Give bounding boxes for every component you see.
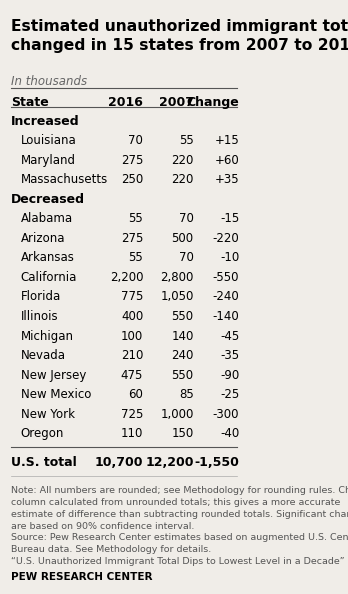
Text: Note: All numbers are rounded; see Methodology for rounding rules. Change
column: Note: All numbers are rounded; see Metho…: [11, 486, 348, 566]
Text: -220: -220: [213, 232, 239, 245]
Text: 210: 210: [121, 349, 143, 362]
Text: 250: 250: [121, 173, 143, 187]
Text: In thousands: In thousands: [11, 75, 87, 89]
Text: 2016: 2016: [108, 96, 143, 109]
Text: -1,550: -1,550: [195, 456, 239, 469]
Text: 240: 240: [171, 349, 194, 362]
Text: 275: 275: [121, 154, 143, 167]
Text: 10,700: 10,700: [95, 456, 143, 469]
Text: PEW RESEARCH CENTER: PEW RESEARCH CENTER: [11, 572, 152, 582]
Text: New Mexico: New Mexico: [21, 388, 91, 401]
Text: 55: 55: [128, 251, 143, 264]
Text: Michigan: Michigan: [21, 330, 74, 343]
Text: Estimated unauthorized immigrant totals
changed in 15 states from 2007 to 2016: Estimated unauthorized immigrant totals …: [11, 19, 348, 53]
Text: 2007: 2007: [159, 96, 194, 109]
Text: 550: 550: [172, 368, 194, 381]
Text: -240: -240: [213, 290, 239, 304]
Text: U.S. total: U.S. total: [11, 456, 77, 469]
Text: Arizona: Arizona: [21, 232, 65, 245]
Text: -300: -300: [213, 407, 239, 421]
Text: 70: 70: [179, 251, 194, 264]
Text: California: California: [21, 271, 77, 284]
Text: +60: +60: [215, 154, 239, 167]
Text: 220: 220: [171, 154, 194, 167]
Text: 140: 140: [171, 330, 194, 343]
Text: 2,200: 2,200: [110, 271, 143, 284]
Text: Increased: Increased: [11, 115, 80, 128]
Text: Louisiana: Louisiana: [21, 134, 76, 147]
Text: -550: -550: [213, 271, 239, 284]
Text: 150: 150: [172, 427, 194, 440]
Text: 475: 475: [121, 368, 143, 381]
Text: 220: 220: [171, 173, 194, 187]
Text: 1,050: 1,050: [160, 290, 194, 304]
Text: New York: New York: [21, 407, 74, 421]
Text: +35: +35: [215, 173, 239, 187]
Text: Massachusetts: Massachusetts: [21, 173, 108, 187]
Text: 12,200: 12,200: [145, 456, 194, 469]
Text: 400: 400: [121, 310, 143, 323]
Text: -15: -15: [220, 213, 239, 226]
Text: -90: -90: [220, 368, 239, 381]
Text: 550: 550: [172, 310, 194, 323]
Text: 55: 55: [128, 213, 143, 226]
Text: 60: 60: [128, 388, 143, 401]
Text: 70: 70: [128, 134, 143, 147]
Text: 725: 725: [121, 407, 143, 421]
Text: 2,800: 2,800: [160, 271, 194, 284]
Text: 500: 500: [172, 232, 194, 245]
Text: -45: -45: [220, 330, 239, 343]
Text: Nevada: Nevada: [21, 349, 66, 362]
Text: 110: 110: [121, 427, 143, 440]
Text: -140: -140: [213, 310, 239, 323]
Text: 275: 275: [121, 232, 143, 245]
Text: -35: -35: [220, 349, 239, 362]
Text: Oregon: Oregon: [21, 427, 64, 440]
Text: 85: 85: [179, 388, 194, 401]
Text: State: State: [11, 96, 49, 109]
Text: Maryland: Maryland: [21, 154, 76, 167]
Text: -40: -40: [220, 427, 239, 440]
Text: Alabama: Alabama: [21, 213, 73, 226]
Text: 70: 70: [179, 213, 194, 226]
Text: Florida: Florida: [21, 290, 61, 304]
Text: Illinois: Illinois: [21, 310, 58, 323]
Text: 100: 100: [121, 330, 143, 343]
Text: -25: -25: [220, 388, 239, 401]
Text: 775: 775: [121, 290, 143, 304]
Text: Arkansas: Arkansas: [21, 251, 74, 264]
Text: 1,000: 1,000: [160, 407, 194, 421]
Text: Decreased: Decreased: [11, 193, 85, 206]
Text: Change: Change: [187, 96, 239, 109]
Text: 55: 55: [179, 134, 194, 147]
Text: -10: -10: [220, 251, 239, 264]
Text: New Jersey: New Jersey: [21, 368, 86, 381]
Text: +15: +15: [215, 134, 239, 147]
